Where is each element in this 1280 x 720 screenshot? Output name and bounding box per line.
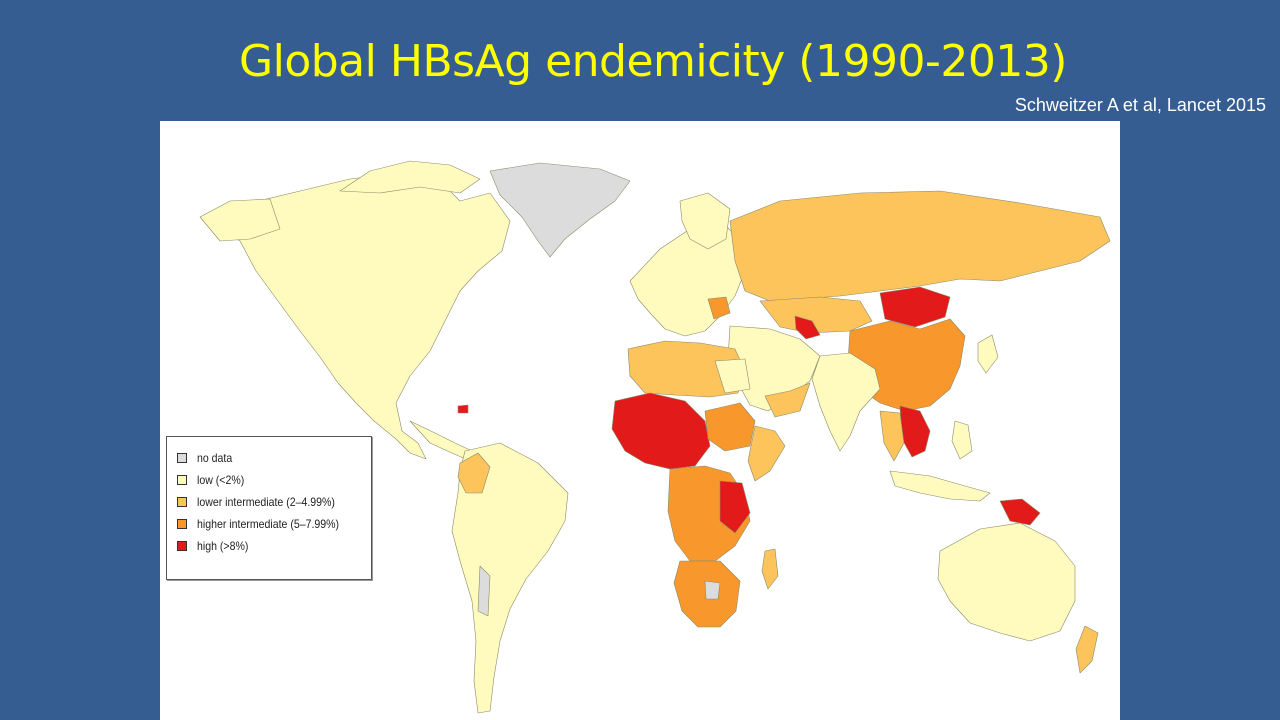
region-southern-africa-no-data	[704, 580, 721, 600]
legend-item-low: low (<2%)	[177, 471, 251, 489]
legend-label: higher intermediate (5–7.99%)	[197, 517, 340, 531]
region-new-zealand	[1075, 625, 1099, 674]
region-australia	[937, 522, 1076, 642]
region-romania	[707, 296, 731, 320]
region-india	[811, 352, 881, 452]
legend-swatch	[177, 475, 187, 485]
region-west-africa-high	[611, 392, 711, 470]
legend-label: lower intermediate (2–4.99%)	[197, 495, 335, 509]
region-venezuela	[457, 452, 491, 494]
legend-label: low (<2%)	[197, 473, 245, 487]
region-southeast-asia	[879, 410, 905, 462]
region-arctic-islands	[339, 160, 481, 194]
region-europe	[629, 218, 746, 337]
region-philippines	[951, 420, 973, 460]
legend-item-high: high (>8%)	[177, 537, 255, 555]
region-papua-new-guinea	[999, 498, 1041, 526]
region-sudan	[704, 402, 756, 452]
region-scandinavia	[679, 192, 731, 250]
legend-label: no data	[197, 451, 233, 465]
region-south-america	[451, 442, 569, 714]
region-south-america-no-data	[477, 565, 491, 617]
region-east-africa-high	[719, 480, 751, 534]
citation: Schweitzer A et al, Lancet 2015	[1014, 95, 1266, 115]
region-haiti	[457, 404, 469, 414]
region-russia	[729, 190, 1111, 302]
region-mongolia	[879, 286, 951, 328]
world-map-panel: no data low (<2%) lower intermediate (2–…	[160, 121, 1120, 720]
region-alaska	[199, 198, 281, 242]
legend-swatch	[177, 497, 187, 507]
region-madagascar	[761, 548, 779, 590]
region-central-asia	[759, 296, 873, 334]
region-indonesia	[889, 470, 991, 502]
legend-item-lower-intermediate: lower intermediate (2–4.99%)	[177, 493, 354, 511]
legend-item-no-data: no data	[177, 449, 237, 467]
region-japan	[977, 334, 999, 374]
slide-title: Global HBsAg endemicity (1990-2013)	[239, 36, 1067, 87]
region-indochina-high	[899, 405, 931, 458]
world-map	[199, 160, 1111, 714]
region-afghanistan-pakistan	[794, 315, 821, 340]
region-north-africa	[627, 340, 746, 398]
legend-swatch	[177, 541, 187, 551]
map-legend: no data low (<2%) lower intermediate (2–…	[166, 436, 372, 580]
region-egypt	[714, 358, 751, 394]
legend-item-higher-intermediate: higher intermediate (5–7.99%)	[177, 515, 358, 533]
legend-label: high (>8%)	[197, 539, 249, 553]
legend-swatch	[177, 453, 187, 463]
region-yemen-oman	[764, 382, 811, 418]
region-horn-of-africa	[747, 425, 786, 482]
legend-swatch	[177, 519, 187, 529]
region-greenland	[489, 162, 631, 258]
